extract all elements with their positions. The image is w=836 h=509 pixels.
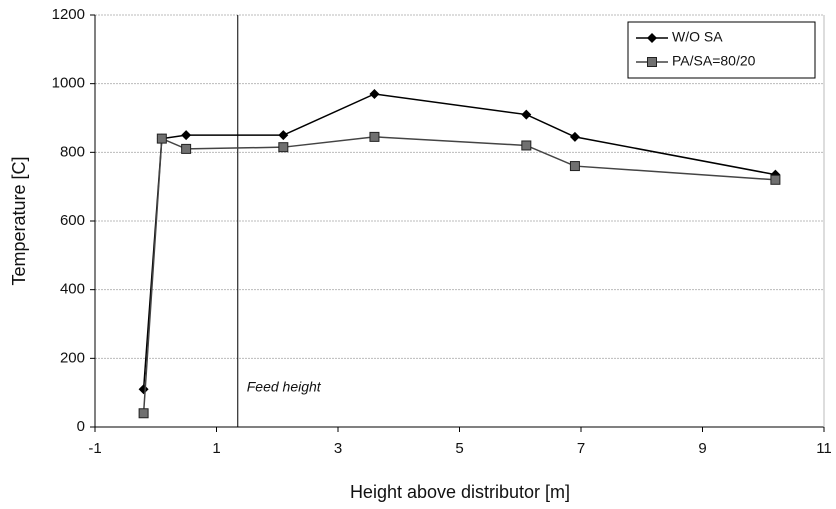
point bbox=[770, 174, 781, 185]
legend-marker bbox=[647, 33, 657, 43]
x-tick-label: 3 bbox=[334, 440, 342, 457]
legend-label: PA/SA=80/20 bbox=[672, 53, 756, 69]
point bbox=[369, 131, 380, 142]
y-axis-title: Temperature [C] bbox=[9, 156, 29, 285]
x-tick-label: 11 bbox=[816, 440, 832, 457]
point bbox=[138, 408, 149, 419]
point bbox=[278, 142, 289, 153]
y-tick-label: 600 bbox=[60, 212, 85, 229]
point bbox=[521, 140, 532, 151]
point bbox=[156, 133, 167, 144]
point bbox=[569, 161, 580, 172]
x-tick-label: -1 bbox=[88, 440, 101, 457]
series-line bbox=[142, 93, 776, 390]
y-tick-label: 800 bbox=[60, 143, 85, 160]
x-tick-label: 1 bbox=[212, 440, 220, 457]
point bbox=[521, 109, 532, 120]
x-tick-label: 9 bbox=[698, 440, 706, 457]
x-tick-label: 7 bbox=[577, 440, 585, 457]
y-tick-label: 0 bbox=[77, 418, 85, 435]
y-tick-label: 400 bbox=[60, 281, 85, 298]
y-tick-label: 200 bbox=[60, 349, 85, 366]
x-tick-label: 5 bbox=[455, 440, 463, 457]
legend-box bbox=[627, 21, 816, 79]
annotation: Feed height bbox=[247, 379, 322, 395]
point bbox=[181, 143, 192, 154]
legend-label: W/O SA bbox=[672, 29, 723, 45]
x-axis-title: Height above distributor [m] bbox=[350, 482, 570, 502]
point bbox=[181, 130, 192, 141]
point bbox=[138, 384, 149, 395]
series-line bbox=[142, 136, 776, 414]
y-tick-label: 1200 bbox=[52, 6, 85, 23]
point bbox=[369, 88, 380, 99]
y-tick-label: 1000 bbox=[52, 75, 85, 92]
legend-marker bbox=[647, 57, 657, 67]
point bbox=[278, 130, 289, 141]
point bbox=[569, 131, 580, 142]
